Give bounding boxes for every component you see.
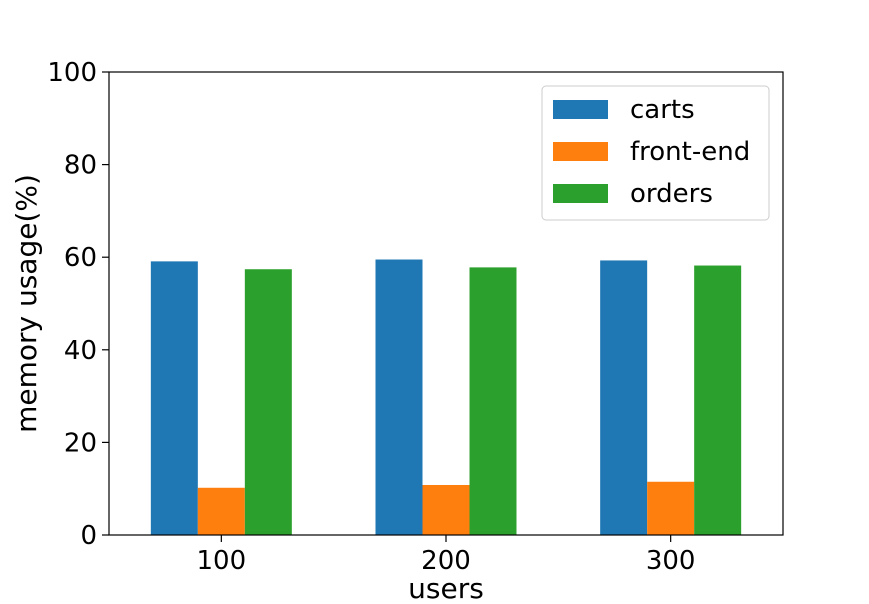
y-tick-label: 40	[64, 336, 97, 366]
legend-swatch-front-end	[553, 142, 608, 161]
legend-label-orders: orders	[630, 179, 713, 209]
y-axis-label: memory usage(%)	[10, 174, 43, 433]
bar-front-end-100	[197, 487, 245, 535]
y-tick-label: 20	[64, 428, 97, 458]
x-tick-label: 200	[421, 546, 471, 576]
y-tick-label: 0	[80, 521, 97, 551]
y-tick-label: 100	[47, 58, 97, 88]
ticks-layer: 0 20 40 60 80 100 100 200 300	[47, 58, 695, 576]
x-axis-label: users	[408, 572, 484, 600]
bars-layer	[150, 259, 742, 535]
x-tick-label: 300	[646, 546, 696, 576]
legend-swatch-carts	[553, 100, 608, 119]
bar-orders-100	[244, 269, 292, 535]
bar-orders-300	[694, 265, 742, 535]
bar-front-end-300	[647, 481, 695, 535]
x-tick-label: 100	[197, 546, 247, 576]
legend-label-front-end: front-end	[630, 137, 750, 167]
bar-carts-100	[150, 261, 198, 535]
y-tick-label: 80	[64, 151, 97, 181]
bar-carts-300	[600, 260, 648, 535]
bar-front-end-200	[422, 484, 470, 535]
y-tick-label: 60	[64, 243, 97, 273]
legend: carts front-end orders	[541, 85, 770, 221]
legend-label-carts: carts	[630, 95, 695, 125]
legend-swatch-orders	[553, 184, 608, 203]
bar-orders-200	[469, 267, 517, 535]
bar-carts-200	[375, 259, 423, 535]
